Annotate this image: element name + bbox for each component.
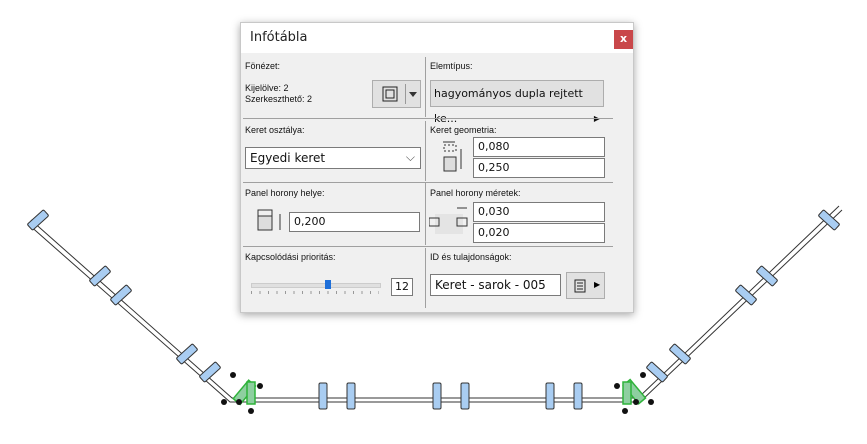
chevron-down-icon [409,92,417,97]
mullion[interactable] [176,343,198,365]
frame-class-value: Egyedi keret [250,151,326,165]
mullion[interactable] [669,343,691,365]
mullion[interactable] [735,284,757,306]
panel-groove-size-icon [429,207,468,234]
editable-count: Szerkeszthető: 2 [245,94,313,104]
panel-horony-meretek-label: Panel horony méretek: [430,188,521,198]
dialog-title: Infótábla [250,30,308,45]
keret-geometria-label: Keret geometria: [430,125,497,135]
priority-input[interactable]: 12 [391,278,413,296]
groove-depth-input[interactable]: 0,020 [473,223,605,243]
elemtipus-label: Elemtípus: [430,61,473,71]
frame-icon [382,86,398,102]
keret-osztalya-label: Keret osztálya: [245,125,305,135]
kapcsolodasi-label: Kapcsolódási prioritás: [245,252,336,262]
arrow-right-icon: ▶ [594,280,601,289]
id-input[interactable]: Keret - sarok - 005 [430,274,561,296]
view-mode-button[interactable] [372,80,421,108]
frame-class-select[interactable]: Egyedi keret ⌵ [245,147,421,169]
properties-button[interactable]: ▶ [566,272,605,299]
mullion[interactable] [346,382,356,410]
frame-width-input[interactable]: 0,080 [473,137,605,157]
title-bar[interactable]: Infótábla x [241,23,633,53]
selected-corner-right[interactable] [622,378,647,405]
fonezet-label: Fönézet: [245,61,281,71]
panel-groove-position-icon [257,209,281,231]
selected-count: Kijelölve: 2 [245,83,289,93]
mullion[interactable] [460,382,470,410]
mullion[interactable] [27,209,49,231]
groove-width-input[interactable]: 0,030 [473,202,605,222]
frame-geometry-icon [443,141,462,172]
groove-position-input[interactable]: 0,200 [289,212,420,232]
panel-horony-helye-label: Panel horony helye: [245,188,325,198]
mullion[interactable] [199,361,221,383]
document-icon [574,279,586,293]
mullion[interactable] [545,382,555,410]
element-type-value: hagyományos dupla rejtett ke... [434,87,583,125]
mullion[interactable] [432,382,442,410]
frame-depth-input[interactable]: 0,250 [473,158,605,178]
element-type-button[interactable]: hagyományos dupla rejtett ke...▶ [430,80,604,125]
selection-handles[interactable] [221,372,654,414]
mullion[interactable] [89,265,111,287]
info-box-dialog: Infótábla x Fönézet: Kijelölve: 2 Szerke… [240,22,634,313]
mullion[interactable] [110,284,132,306]
mullion[interactable] [318,382,328,410]
slider-thumb[interactable] [325,280,332,289]
id-label: ID és tulajdonságok: [430,252,512,262]
mullion[interactable] [756,265,778,287]
mullion[interactable] [646,361,668,383]
mullion[interactable] [818,209,840,231]
priority-slider[interactable] [251,280,381,294]
close-button[interactable]: x [614,30,633,49]
chevron-down-icon: ⌵ [405,150,415,164]
mullion[interactable] [573,382,583,410]
